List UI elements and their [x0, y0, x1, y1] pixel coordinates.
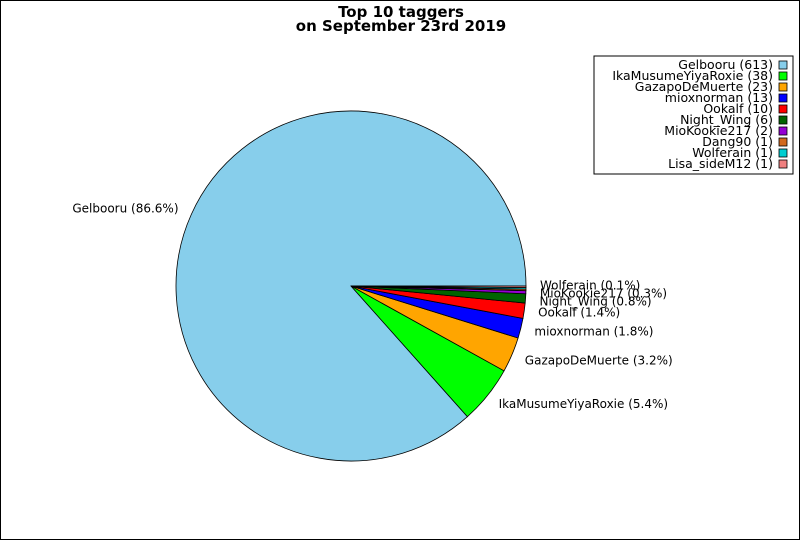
legend: Gelbooru (613)IkaMusumeYiyaRoxie (38)Gaz… — [593, 55, 794, 175]
legend-swatch-wolferain — [778, 148, 788, 158]
slice-label-miokookie217: MioKookie217 (0.3%) — [540, 287, 667, 301]
legend-item-lisa-sidem12: Lisa_sideM12 (1) — [668, 156, 788, 171]
legend-label-dang90: Dang90 (1) — [702, 134, 773, 149]
legend-label-gelbooru: Gelbooru (613) — [678, 57, 773, 72]
legend-item-gazapodemuerte: GazapoDeMuerte (23) — [635, 79, 788, 94]
legend-label-gazapodemuerte: GazapoDeMuerte (23) — [635, 79, 773, 94]
pie-slices — [175, 110, 527, 462]
legend-swatch-miokookie217 — [778, 126, 788, 136]
slice-label-mioxnorman: mioxnorman (1.8%) — [534, 325, 653, 339]
legend-swatch-ookalf — [778, 104, 788, 114]
legend-label-wolferain: Wolferain (1) — [692, 145, 773, 160]
legend-item-ikamusumeyiyaroxie: IkaMusumeYiyaRoxie (38) — [612, 68, 788, 83]
chart-title: Top 10 taggers — [338, 3, 464, 21]
legend-swatch-gelbooru — [778, 60, 788, 70]
legend-entries: Gelbooru (613)IkaMusumeYiyaRoxie (38)Gaz… — [612, 57, 788, 171]
legend-swatch-mioxnorman — [778, 93, 788, 103]
legend-item-miokookie217: MioKookie217 (2) — [664, 123, 788, 138]
pie-slice-labels: Gelbooru (86.6%) IkaMusumeYiyaRoxie (5.4%… — [72, 202, 672, 411]
legend-item-dang90: Dang90 (1) — [702, 134, 788, 149]
legend-label-ikamusumeyiyaroxie: IkaMusumeYiyaRoxie (38) — [612, 68, 773, 83]
pie-slice-lisa-sidem12 — [350, 285, 527, 288]
legend-swatch-gazapodemuerte — [778, 82, 788, 92]
slice-label-gelbooru: Gelbooru (86.6%) — [72, 202, 178, 216]
legend-label-lisa-sidem12: Lisa_sideM12 (1) — [668, 156, 773, 171]
slice-label-wolferain: Wolferain (0.1%) — [540, 279, 640, 293]
legend-item-mioxnorman: mioxnorman (13) — [665, 90, 788, 105]
legend-label-mioxnorman: mioxnorman (13) — [665, 90, 773, 105]
legend-swatch-night-wing — [778, 115, 788, 125]
legend-label-miokookie217: MioKookie217 (2) — [664, 123, 773, 138]
slice-label-ookalf: Ookalf (1.4%) — [538, 306, 620, 320]
legend-swatch-ikamusumeyiyaroxie — [778, 71, 788, 81]
legend-box — [593, 55, 794, 175]
slice-label-night-wing: Night_Wing (0.8%) — [540, 294, 652, 308]
legend-label-ookalf: Ookalf (10) — [703, 101, 773, 116]
legend-item-night-wing: Night_Wing (6) — [680, 112, 788, 127]
slice-label-ikamusumeyiyaroxie: IkaMusumeYiyaRoxie (5.4%) — [499, 397, 668, 411]
legend-swatch-lisa-sidem12 — [778, 159, 788, 169]
legend-item-ookalf: Ookalf (10) — [703, 101, 788, 116]
legend-item-gelbooru: Gelbooru (613) — [678, 57, 788, 72]
legend-item-wolferain: Wolferain (1) — [692, 145, 788, 160]
legend-label-night-wing: Night_Wing (6) — [680, 112, 773, 127]
slice-label-gazapodemuerte: GazapoDeMuerte (3.2%) — [525, 353, 673, 367]
chart-subtitle: on September 23rd 2019 — [296, 17, 506, 35]
legend-swatch-dang90 — [778, 137, 788, 147]
